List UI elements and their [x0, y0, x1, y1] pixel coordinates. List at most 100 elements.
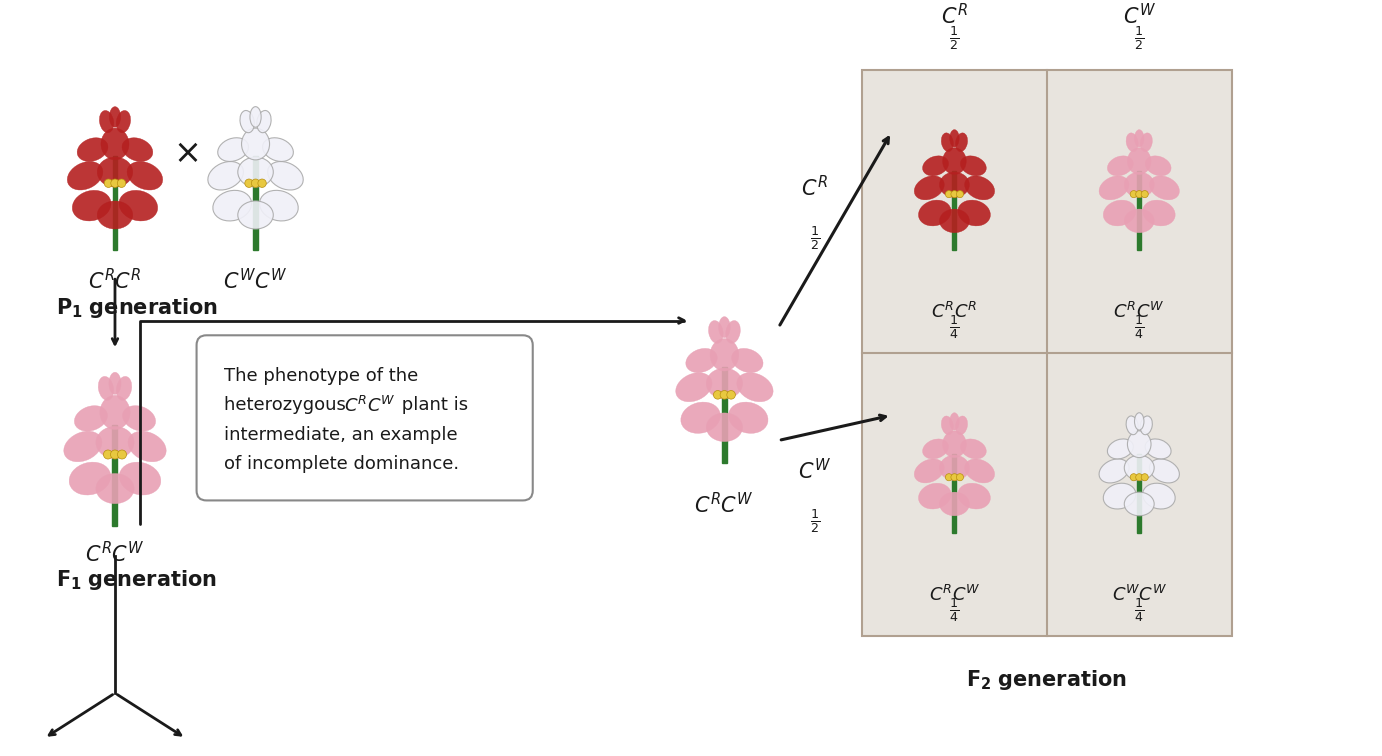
Text: $\bf{F_2}$ $\bf{generation}$: $\bf{F_2}$ $\bf{generation}$ — [966, 668, 1128, 692]
Ellipse shape — [64, 431, 102, 462]
Ellipse shape — [709, 321, 723, 343]
Ellipse shape — [109, 107, 120, 127]
Text: $C^WC^W$: $C^WC^W$ — [1111, 585, 1166, 606]
Ellipse shape — [119, 191, 158, 221]
Ellipse shape — [726, 321, 741, 343]
Ellipse shape — [940, 209, 969, 233]
Ellipse shape — [713, 391, 721, 399]
Ellipse shape — [1146, 439, 1171, 459]
Ellipse shape — [117, 179, 126, 187]
Ellipse shape — [1103, 200, 1136, 226]
Ellipse shape — [945, 191, 952, 197]
Ellipse shape — [98, 376, 113, 400]
Text: $\frac{1}{4}$: $\frac{1}{4}$ — [949, 596, 959, 624]
Ellipse shape — [1140, 416, 1153, 435]
Ellipse shape — [240, 110, 254, 133]
Ellipse shape — [956, 191, 963, 197]
Text: of incomplete dominance.: of incomplete dominance. — [224, 455, 459, 473]
Ellipse shape — [681, 402, 720, 433]
Text: plant is: plant is — [397, 396, 468, 414]
Text: intermediate, an example: intermediate, an example — [224, 426, 457, 444]
Text: $\frac{1}{4}$: $\frac{1}{4}$ — [1135, 313, 1144, 341]
Text: $\frac{1}{4}$: $\frac{1}{4}$ — [949, 313, 959, 341]
Ellipse shape — [1128, 147, 1151, 175]
Text: $C^RC^W$: $C^RC^W$ — [695, 491, 755, 517]
Ellipse shape — [949, 413, 959, 430]
Ellipse shape — [919, 200, 951, 226]
Bar — [952, 454, 956, 533]
Ellipse shape — [123, 406, 156, 431]
Ellipse shape — [941, 416, 954, 435]
Ellipse shape — [257, 110, 271, 133]
Ellipse shape — [1135, 413, 1144, 430]
Ellipse shape — [960, 156, 987, 176]
Ellipse shape — [919, 483, 951, 509]
Ellipse shape — [949, 130, 959, 147]
Ellipse shape — [218, 138, 249, 162]
Text: $\frac{1}{2}$: $\frac{1}{2}$ — [810, 224, 820, 252]
Ellipse shape — [101, 128, 129, 160]
Text: $\times$: $\times$ — [173, 136, 199, 169]
Ellipse shape — [1146, 156, 1171, 176]
Ellipse shape — [731, 349, 763, 373]
Ellipse shape — [1150, 459, 1179, 483]
Ellipse shape — [77, 138, 108, 162]
Ellipse shape — [122, 138, 153, 162]
Ellipse shape — [965, 459, 995, 483]
Ellipse shape — [676, 373, 712, 401]
Ellipse shape — [940, 492, 969, 516]
Text: $C^R$: $C^R$ — [802, 175, 828, 200]
Bar — [112, 426, 117, 525]
Ellipse shape — [945, 474, 952, 481]
Ellipse shape — [1143, 200, 1175, 226]
Text: $C^WC^W$: $C^WC^W$ — [224, 268, 287, 293]
Ellipse shape — [1099, 459, 1129, 483]
Ellipse shape — [207, 162, 243, 190]
Ellipse shape — [1130, 191, 1137, 197]
Text: $\frac{1}{2}$: $\frac{1}{2}$ — [810, 507, 820, 534]
Ellipse shape — [1142, 191, 1148, 197]
Ellipse shape — [943, 147, 966, 175]
Ellipse shape — [69, 462, 111, 495]
Ellipse shape — [119, 462, 160, 495]
Ellipse shape — [252, 179, 260, 187]
Ellipse shape — [719, 317, 730, 338]
Ellipse shape — [1136, 191, 1143, 197]
Ellipse shape — [95, 426, 134, 459]
Ellipse shape — [1107, 156, 1133, 176]
Bar — [113, 156, 117, 249]
Ellipse shape — [116, 376, 131, 400]
Ellipse shape — [951, 474, 958, 481]
Ellipse shape — [1140, 133, 1153, 152]
Ellipse shape — [72, 191, 111, 221]
Bar — [253, 156, 258, 249]
Text: $C^RC^W$: $C^RC^W$ — [1114, 302, 1165, 322]
Ellipse shape — [915, 176, 944, 200]
Ellipse shape — [97, 201, 133, 229]
Text: $\bf{F_1}$ $\bf{generation}$: $\bf{F_1}$ $\bf{generation}$ — [57, 569, 217, 592]
Text: $C^RC^W$: $C^RC^W$ — [929, 585, 980, 606]
Ellipse shape — [923, 156, 948, 176]
Ellipse shape — [100, 110, 113, 133]
Ellipse shape — [117, 450, 127, 459]
Ellipse shape — [956, 474, 963, 481]
Text: $\frac{1}{4}$: $\frac{1}{4}$ — [1135, 596, 1144, 624]
Text: $C^RC^W$: $C^RC^W$ — [344, 396, 395, 417]
Ellipse shape — [958, 483, 991, 509]
Ellipse shape — [95, 473, 134, 503]
Ellipse shape — [258, 179, 267, 187]
Text: $\frac{1}{2}$: $\frac{1}{2}$ — [949, 24, 959, 52]
Bar — [862, 70, 1231, 636]
Ellipse shape — [260, 191, 299, 221]
Ellipse shape — [940, 172, 969, 197]
Ellipse shape — [242, 128, 269, 160]
Ellipse shape — [116, 110, 130, 133]
Ellipse shape — [238, 157, 274, 187]
Ellipse shape — [958, 200, 991, 226]
Ellipse shape — [213, 191, 252, 221]
Text: $C^R$: $C^R$ — [941, 4, 967, 29]
Text: $C^W$: $C^W$ — [799, 458, 832, 483]
Text: $C^RC^R$: $C^RC^R$ — [88, 268, 142, 293]
Ellipse shape — [965, 176, 995, 200]
Ellipse shape — [727, 391, 735, 399]
